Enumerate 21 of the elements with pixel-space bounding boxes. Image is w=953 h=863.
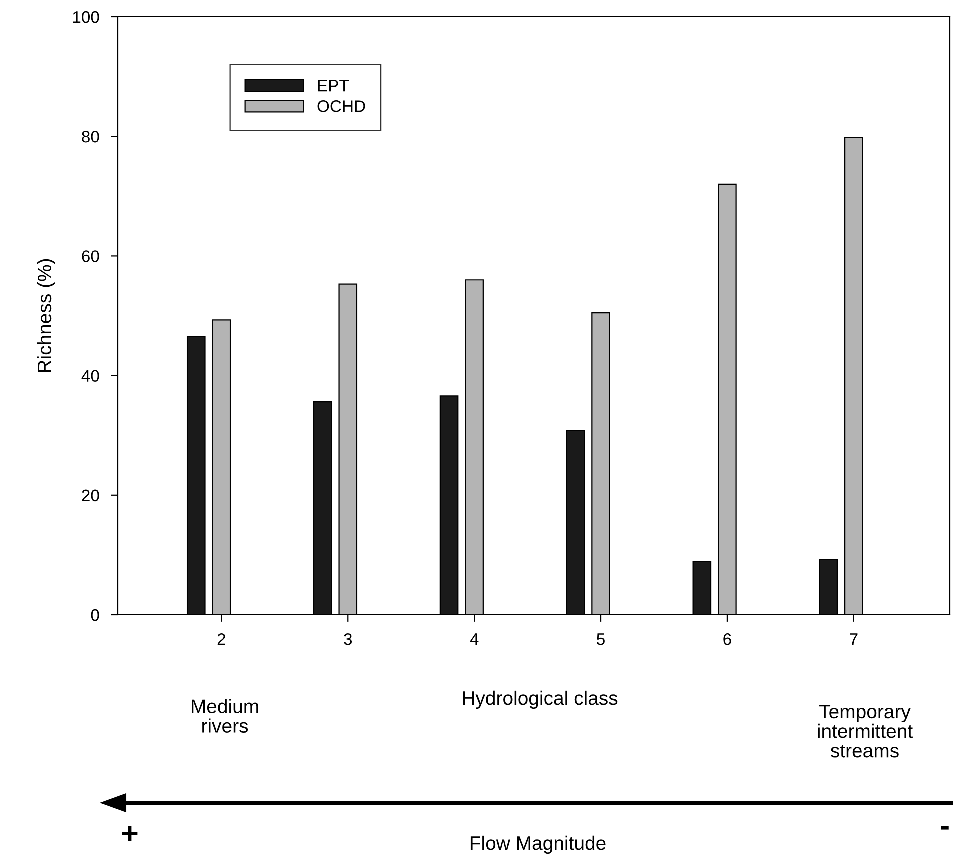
y-tick-label: 40 <box>82 370 100 382</box>
y-tick-label: 80 <box>82 131 100 143</box>
text: Temporary intermittent streams <box>818 705 913 758</box>
y-tick-label: 20 <box>82 490 100 502</box>
text: Flow Magnitude <box>470 836 606 854</box>
y-tick-label: 100 <box>73 11 100 24</box>
text: - <box>941 826 949 830</box>
text: Medium rivers <box>192 699 258 733</box>
text: + <box>122 826 138 842</box>
y-axis-title: Richness (%) <box>37 259 56 372</box>
x-axis-title: Hydrological class <box>463 690 618 710</box>
y-tick-label: 0 <box>91 609 100 622</box>
x-tick-label: 4 <box>470 634 479 646</box>
legend-label: OCHD <box>318 100 366 112</box>
x-tick-label: 3 <box>344 633 352 646</box>
legend-label: EPT <box>318 80 350 92</box>
x-tick-label: 6 <box>724 633 732 646</box>
x-tick-label: 5 <box>597 634 605 646</box>
x-tick-label: 7 <box>850 634 858 646</box>
x-tick-label: 2 <box>218 633 226 646</box>
y-tick-label: 60 <box>82 250 100 262</box>
